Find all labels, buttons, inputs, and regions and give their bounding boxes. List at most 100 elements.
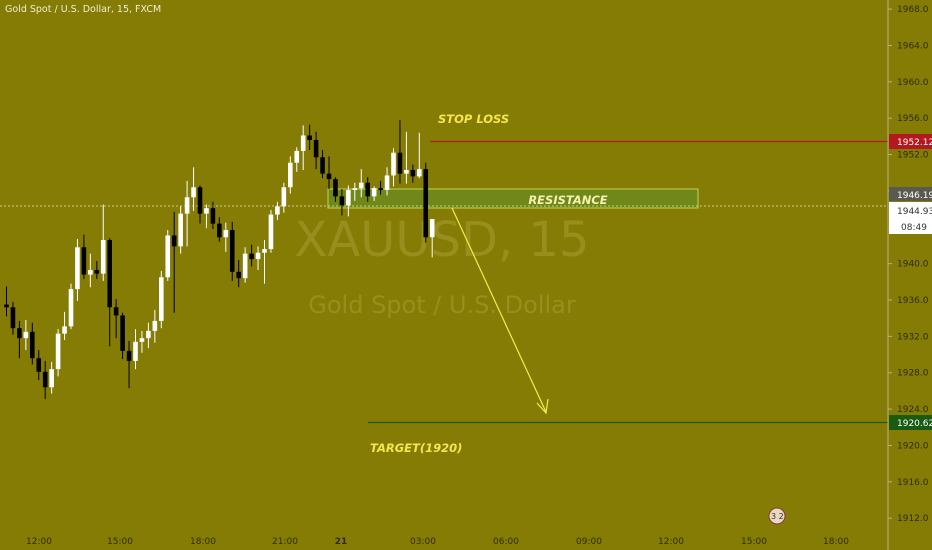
candle-body bbox=[68, 289, 74, 327]
y-tick-label: 1952.0 bbox=[897, 151, 929, 161]
candle-body bbox=[249, 253, 254, 260]
y-tick-label: 1956.0 bbox=[897, 114, 929, 124]
high-badge-bg bbox=[889, 187, 932, 201]
candle-body bbox=[326, 173, 332, 180]
target-arrow-shaft bbox=[451, 207, 547, 413]
y-tick-label: 1924.0 bbox=[897, 405, 929, 415]
candle-body bbox=[365, 182, 370, 197]
candle-body bbox=[23, 331, 29, 339]
x-tick-label: 18:00 bbox=[823, 537, 849, 547]
target-arrow[interactable] bbox=[451, 207, 549, 415]
target-arrow-head bbox=[536, 398, 549, 415]
symbol-title: Gold Spot / U.S. Dollar, 15, FXCM bbox=[5, 4, 162, 15]
x-tick-label: 15:00 bbox=[741, 537, 767, 547]
stop-loss-label: STOP LOSS bbox=[438, 112, 509, 126]
candle-body bbox=[126, 350, 132, 361]
candle-body bbox=[107, 240, 112, 308]
candle-body bbox=[371, 188, 377, 197]
candle-body bbox=[410, 170, 416, 177]
target-badge: 1920.62 bbox=[897, 419, 932, 429]
candle-body bbox=[268, 214, 274, 250]
resistance-zone[interactable] bbox=[327, 188, 699, 209]
candle-body bbox=[10, 307, 16, 329]
indicator-badge[interactable]: 3 2 bbox=[768, 507, 786, 525]
candle-body bbox=[178, 213, 183, 247]
candle-body bbox=[88, 270, 93, 275]
candle-body bbox=[320, 157, 325, 174]
candle-body bbox=[255, 252, 261, 260]
price-axis[interactable]: 1912.0 1916.0 1920.0 1924.0 1928.0 1932.0 1936… bbox=[887, 0, 932, 550]
candle-body bbox=[333, 179, 338, 197]
candle-body bbox=[152, 320, 158, 331]
candle-body bbox=[429, 219, 435, 238]
candle-body bbox=[191, 187, 196, 198]
candle-body bbox=[42, 371, 48, 388]
candle-body bbox=[404, 170, 409, 174]
candle-body bbox=[171, 235, 177, 247]
candle-body bbox=[262, 249, 267, 253]
candle-body bbox=[352, 188, 358, 190]
candle-body bbox=[229, 230, 235, 272]
candle-body bbox=[36, 358, 42, 372]
y-tick-label: 1932.0 bbox=[897, 332, 929, 342]
candle-body bbox=[139, 338, 145, 342]
y-tick-label: 1928.0 bbox=[897, 369, 929, 379]
candle-body bbox=[358, 182, 364, 189]
x-tick-label: 03:00 bbox=[410, 537, 436, 547]
candle-body bbox=[55, 333, 61, 370]
resistance-label: RESISTANCE bbox=[528, 193, 607, 207]
x-tick-label: 21 bbox=[335, 537, 348, 547]
candle-body bbox=[17, 328, 22, 339]
candle-body bbox=[204, 208, 209, 214]
last-badge: 1944.93 bbox=[897, 207, 932, 217]
candle-body bbox=[30, 331, 35, 359]
candle-body bbox=[81, 247, 87, 275]
candle-body bbox=[236, 271, 241, 279]
candle-body bbox=[62, 326, 67, 334]
x-tick-label: 06:00 bbox=[493, 537, 519, 547]
time-axis[interactable]: 12:00 15:00 18:00 21:00 21 03:00 06:00 09:00 12:… bbox=[26, 537, 849, 547]
x-tick-label: 12:00 bbox=[26, 537, 52, 547]
candle-body bbox=[378, 188, 383, 190]
candle-body bbox=[113, 307, 119, 316]
candle-body bbox=[49, 369, 54, 388]
x-ticks-group: 12:00 15:00 18:00 21:00 21 03:00 06:00 09:00 12:… bbox=[26, 537, 849, 547]
candle-body bbox=[94, 270, 100, 274]
x-tick-label: 12:00 bbox=[658, 537, 684, 547]
candle-body bbox=[288, 162, 293, 188]
candle-body bbox=[300, 135, 306, 151]
candle-body bbox=[165, 235, 171, 278]
candle-body bbox=[133, 341, 138, 361]
price-axis-bg bbox=[888, 0, 932, 550]
y-tick-label: 1936.0 bbox=[897, 296, 929, 306]
y-tick-label: 1920.0 bbox=[897, 441, 929, 451]
candle-body bbox=[275, 206, 280, 215]
candle-body bbox=[313, 140, 319, 158]
x-tick-label: 21:00 bbox=[272, 537, 298, 547]
candle-body bbox=[4, 304, 9, 308]
watermark-description: Gold Spot / U.S. Dollar bbox=[308, 291, 576, 319]
x-tick-label: 18:00 bbox=[190, 537, 216, 547]
indicator-badge-circle bbox=[768, 507, 786, 525]
y-tick-label: 1916.0 bbox=[897, 478, 929, 488]
candle-body bbox=[210, 208, 216, 224]
watermark-symbol: XAUUSD, 15 bbox=[294, 212, 589, 268]
candle-body bbox=[184, 197, 190, 214]
candles-group bbox=[4, 120, 435, 400]
stop-loss-badge: 1952.12 bbox=[897, 138, 932, 148]
candle-body bbox=[417, 169, 422, 177]
candle-body bbox=[391, 152, 396, 176]
candle-body bbox=[146, 330, 151, 339]
candle-body bbox=[223, 230, 229, 238]
candle-body bbox=[120, 315, 125, 351]
candle-body bbox=[159, 277, 164, 321]
candle-body bbox=[281, 187, 287, 207]
candle-body bbox=[75, 247, 80, 290]
candle-body bbox=[100, 240, 106, 274]
candle-body bbox=[242, 253, 248, 279]
candle-body bbox=[339, 196, 345, 206]
y-tick-label: 1968.0 bbox=[897, 5, 929, 15]
y-tick-label: 1912.0 bbox=[897, 514, 929, 524]
